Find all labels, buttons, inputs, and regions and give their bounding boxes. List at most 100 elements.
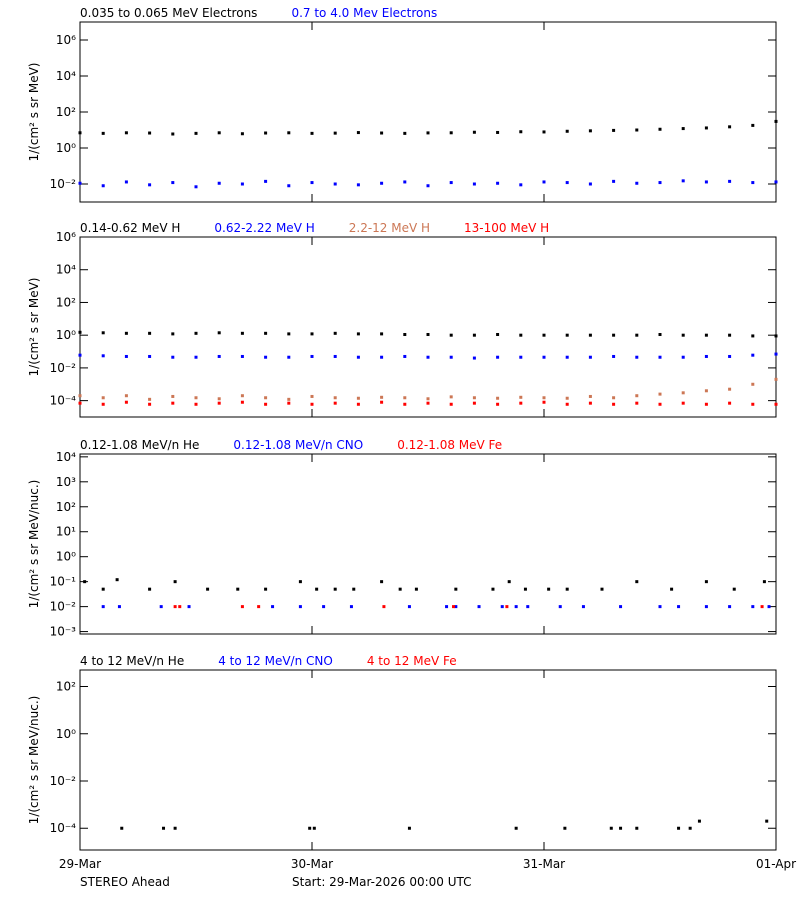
data-point xyxy=(500,605,504,609)
data-point xyxy=(751,382,755,386)
data-point xyxy=(217,401,221,405)
data-point xyxy=(609,826,613,830)
data-point xyxy=(310,354,314,358)
data-point xyxy=(751,402,755,406)
data-point xyxy=(426,397,430,401)
data-point xyxy=(101,354,105,358)
data-point xyxy=(588,401,592,405)
data-point xyxy=(449,402,453,406)
y-tick-label: 10⁻² xyxy=(50,361,77,375)
data-point xyxy=(507,580,511,584)
data-point xyxy=(236,587,240,591)
y-tick-label: 10² xyxy=(56,295,76,309)
data-point xyxy=(449,333,453,337)
footer-left: STEREO Ahead xyxy=(80,875,170,889)
data-point xyxy=(356,131,360,135)
data-point xyxy=(240,400,244,404)
data-point xyxy=(217,354,221,358)
data-point xyxy=(382,605,386,609)
data-point xyxy=(124,131,128,135)
data-point xyxy=(635,826,639,830)
data-point xyxy=(271,605,275,609)
data-point xyxy=(101,402,105,406)
data-point xyxy=(565,129,569,133)
data-point xyxy=(403,333,407,337)
data-point xyxy=(496,130,500,134)
data-point xyxy=(472,182,476,186)
plot-frame xyxy=(79,453,777,635)
data-point xyxy=(257,605,261,609)
data-point xyxy=(751,605,755,609)
data-point xyxy=(217,181,221,185)
data-point xyxy=(333,587,337,591)
data-point xyxy=(728,179,732,183)
data-point xyxy=(264,396,268,400)
data-point xyxy=(496,402,500,406)
data-point xyxy=(514,826,518,830)
data-point xyxy=(728,125,732,129)
data-point xyxy=(206,587,210,591)
data-point xyxy=(681,391,685,395)
data-point xyxy=(83,580,87,584)
data-point xyxy=(514,605,518,609)
data-point xyxy=(117,605,121,609)
data-point xyxy=(472,396,476,400)
data-point xyxy=(677,826,681,830)
data-point xyxy=(380,355,384,359)
y-tick-label: 10⁻¹ xyxy=(50,575,77,589)
data-point xyxy=(115,578,119,582)
data-point xyxy=(101,605,105,609)
legend-entry: 0.12-1.08 MeV/n He xyxy=(80,438,199,452)
y-tick-label: 10⁻² xyxy=(50,774,77,788)
data-point xyxy=(349,605,353,609)
data-point xyxy=(407,826,411,830)
data-point xyxy=(124,331,128,335)
y-tick-label: 10⁻⁴ xyxy=(50,821,77,835)
data-point xyxy=(298,580,302,584)
data-point xyxy=(728,354,732,358)
data-point xyxy=(187,605,191,609)
data-point xyxy=(173,826,177,830)
data-point xyxy=(774,377,778,381)
data-point xyxy=(612,333,616,337)
data-point xyxy=(171,181,175,185)
data-point xyxy=(403,354,407,358)
data-point xyxy=(240,331,244,335)
data-point xyxy=(547,587,551,591)
legend-entry: 4 to 12 MeV/n CNO xyxy=(218,654,333,668)
data-point xyxy=(565,396,569,400)
legend-entry: 0.12-1.08 MeV/n CNO xyxy=(233,438,363,452)
data-point xyxy=(101,331,105,335)
data-point xyxy=(612,396,616,400)
data-point xyxy=(178,605,182,609)
data-point xyxy=(588,182,592,186)
data-point xyxy=(519,183,523,187)
data-point xyxy=(619,605,623,609)
y-tick-label: 10⁻³ xyxy=(50,625,77,639)
data-point xyxy=(760,605,764,609)
data-point xyxy=(635,128,639,132)
data-point xyxy=(380,332,384,336)
data-point xyxy=(148,402,152,406)
data-point xyxy=(264,587,268,591)
data-point xyxy=(414,587,418,591)
data-point xyxy=(565,333,569,337)
y-tick-label: 10² xyxy=(56,680,76,694)
data-point xyxy=(426,355,430,359)
data-point xyxy=(352,587,356,591)
data-point xyxy=(173,605,177,609)
data-point xyxy=(728,333,732,337)
data-point xyxy=(148,354,152,358)
data-point xyxy=(312,826,316,830)
data-point xyxy=(124,354,128,358)
y-tick-label: 10⁰ xyxy=(56,141,76,155)
data-point xyxy=(542,130,546,134)
data-point xyxy=(635,355,639,359)
data-point xyxy=(449,395,453,399)
data-point xyxy=(78,131,82,135)
data-point xyxy=(264,131,268,135)
legend-entry: 0.62-2.22 MeV H xyxy=(214,221,314,235)
data-point xyxy=(704,126,708,130)
legend-entry: 4 to 12 MeV Fe xyxy=(367,654,457,668)
data-point xyxy=(658,333,662,337)
